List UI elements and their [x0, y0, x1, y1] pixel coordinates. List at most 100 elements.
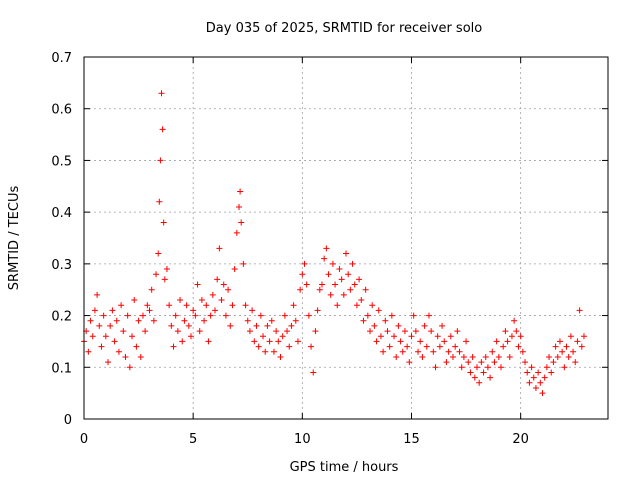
data-point [356, 276, 363, 283]
data-point [484, 364, 491, 371]
data-point [249, 307, 256, 314]
data-point [522, 359, 529, 366]
data-points [81, 90, 587, 397]
data-point [506, 353, 513, 360]
data-point [163, 266, 170, 273]
data-point [126, 364, 133, 371]
x-axis-label: GPS time / hours [290, 460, 399, 475]
data-point [105, 359, 112, 366]
data-point [552, 343, 559, 350]
data-point [537, 379, 544, 386]
data-point [401, 328, 408, 335]
data-point [205, 338, 212, 345]
data-point [508, 333, 515, 340]
data-point [517, 333, 524, 340]
data-point [539, 390, 546, 397]
data-point [253, 322, 260, 329]
data-point [321, 255, 328, 262]
x-tick-label: 0 [80, 432, 88, 447]
data-point [550, 359, 557, 366]
data-point [96, 322, 103, 329]
data-point [467, 369, 474, 376]
data-point [150, 317, 157, 324]
data-point [347, 286, 354, 293]
data-point [192, 312, 199, 319]
data-point [308, 343, 315, 350]
y-tick-label: 0.2 [51, 310, 72, 325]
data-point [275, 338, 282, 345]
data-point [567, 333, 574, 340]
data-point [404, 343, 411, 350]
data-point [465, 359, 472, 366]
data-point [474, 364, 480, 371]
y-axis-label: SRMTID / TECUs [7, 186, 22, 291]
data-point [421, 322, 428, 329]
data-point [139, 312, 146, 319]
data-point [246, 328, 253, 335]
x-tick-label: 10 [294, 432, 311, 447]
data-point [288, 322, 295, 329]
plot-frame [83, 56, 609, 420]
data-point [98, 343, 105, 350]
data-point [209, 291, 216, 298]
data-point [170, 343, 177, 350]
data-point [222, 312, 229, 319]
data-point [142, 328, 149, 335]
data-point [231, 266, 238, 273]
data-point [118, 302, 125, 309]
data-point [332, 281, 339, 288]
data-point [491, 359, 498, 366]
data-point [305, 312, 312, 319]
data-point [264, 322, 271, 329]
data-point [458, 364, 465, 371]
data-point [386, 343, 393, 350]
data-point [198, 297, 205, 304]
data-point [153, 271, 160, 278]
data-point [371, 322, 378, 329]
data-point [203, 302, 210, 309]
data-point [325, 271, 332, 278]
data-point [375, 307, 382, 314]
data-point [113, 317, 120, 324]
data-point [236, 203, 243, 210]
data-point [349, 260, 356, 267]
data-point [201, 317, 208, 324]
data-point [345, 271, 352, 278]
data-point [449, 353, 456, 360]
data-point [358, 297, 365, 304]
data-point [393, 353, 400, 360]
data-point [430, 348, 437, 355]
data-point [377, 333, 384, 340]
data-point [524, 369, 531, 376]
data-point [157, 157, 164, 164]
data-point [423, 343, 430, 350]
y-tick-label: 0.3 [51, 258, 72, 273]
data-point [177, 297, 184, 304]
data-point [360, 317, 367, 324]
data-point [478, 359, 485, 366]
data-point [406, 359, 413, 366]
data-point [327, 291, 334, 298]
data-point [148, 286, 155, 293]
data-point [397, 338, 404, 345]
data-point [452, 343, 459, 350]
data-point [281, 312, 288, 319]
data-point [460, 353, 467, 360]
data-point [572, 359, 579, 366]
data-point [369, 302, 376, 309]
data-point [502, 328, 509, 335]
data-point [270, 348, 277, 355]
data-point [408, 333, 415, 340]
data-point [391, 333, 398, 340]
data-point [535, 369, 542, 376]
data-point [546, 353, 553, 360]
data-point [240, 260, 247, 267]
data-point [576, 307, 583, 314]
data-point [244, 317, 251, 324]
data-point [115, 348, 122, 355]
y-tick-label: 0.1 [51, 361, 72, 376]
data-point [565, 353, 572, 360]
y-tick-label: 0.5 [51, 154, 72, 169]
data-point [260, 333, 267, 340]
